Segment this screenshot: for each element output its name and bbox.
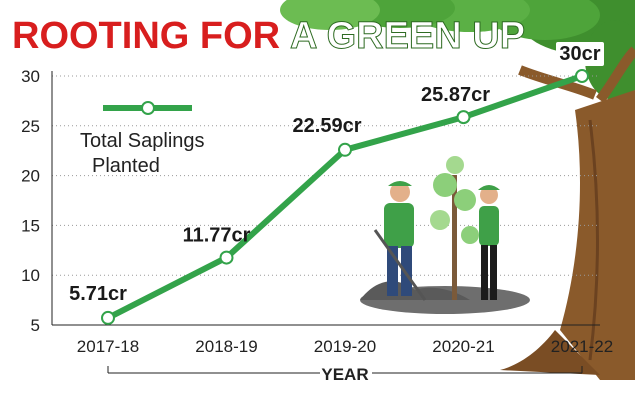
x-tick-label: 2019-20 (314, 337, 376, 356)
y-tick-label: 5 (31, 316, 40, 335)
y-tick-label: 15 (21, 216, 40, 235)
legend-label-line1: Total Saplings (80, 130, 205, 152)
data-point (101, 310, 115, 325)
y-tick-label: 25 (21, 117, 40, 136)
gardeners-illustration (360, 156, 530, 314)
title-part1: ROOTING FOR (12, 15, 280, 57)
data-label: 22.59cr (293, 115, 362, 137)
data-point (456, 110, 471, 125)
data-label: 5.71cr (69, 283, 127, 305)
series-total-saplings: 5.71cr 11.77cr 22.59cr 25.87cr 30cr (69, 42, 604, 325)
data-label: 25.87cr (421, 84, 490, 106)
legend-marker-swatch (141, 101, 155, 115)
data-label: 11.77cr (183, 225, 251, 247)
x-axis-title-group: YEAR (107, 365, 583, 384)
data-point (575, 69, 589, 83)
y-tick-label: 20 (21, 167, 40, 186)
title-part2: A GREEN UP (290, 15, 525, 57)
chart-title: ROOTING FOR A GREEN UP (12, 15, 526, 58)
x-tick-label: 2020-21 (432, 337, 494, 356)
x-tick-label: 2018-19 (195, 337, 257, 356)
data-point (219, 250, 234, 265)
x-tick-label: 2021-22 (551, 337, 613, 356)
data-label-background (556, 42, 604, 66)
gridlines (52, 75, 600, 326)
y-tick-label: 30 (21, 67, 40, 86)
x-axis: 2017-18 2018-19 2019-20 2020-21 2021-22 (52, 324, 613, 356)
legend-label-line2: Planted (92, 155, 160, 177)
data-point (338, 142, 352, 157)
y-axis: 5 10 15 20 25 30 (21, 67, 53, 335)
data-label: 30cr (559, 43, 600, 65)
x-axis-title: YEAR (321, 365, 368, 384)
series-line (105, 73, 585, 321)
x-tick-label: 2017-18 (77, 337, 139, 356)
legend: Total Saplings Planted (80, 101, 205, 177)
y-tick-label: 10 (21, 266, 40, 285)
